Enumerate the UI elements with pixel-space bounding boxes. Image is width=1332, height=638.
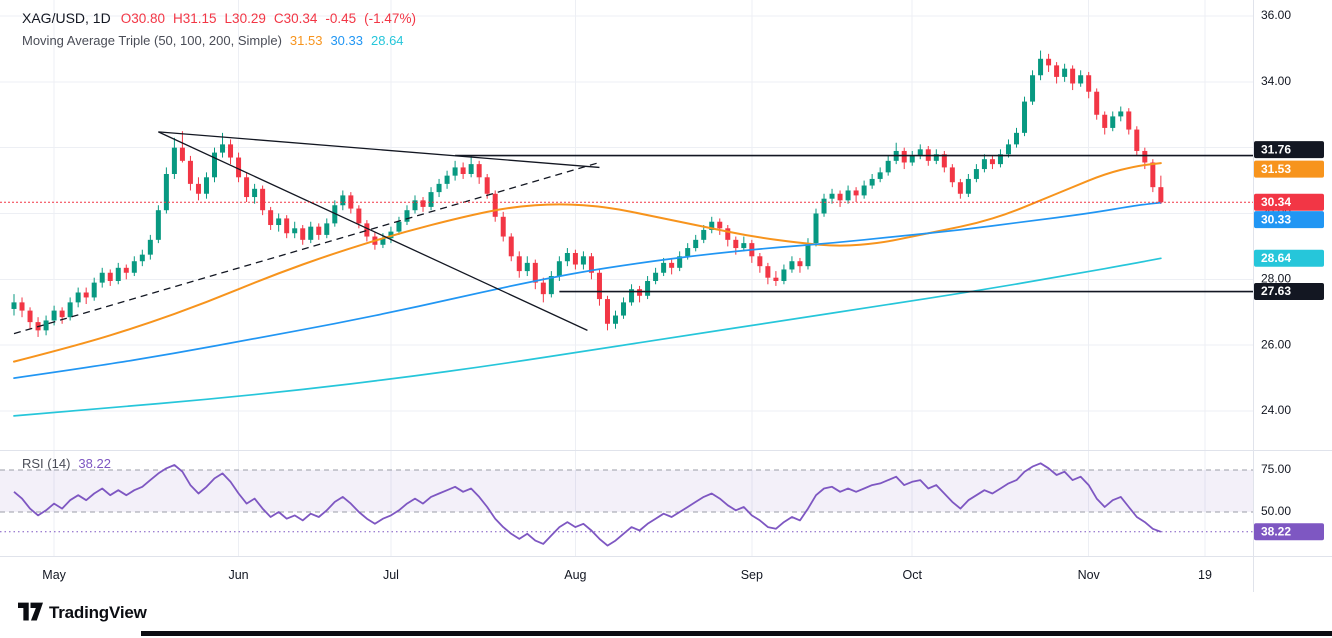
indicator-legend-ma[interactable]: Moving Average Triple (50, 100, 200, Sim… — [22, 33, 404, 48]
ohlc-close: C30.34 — [273, 11, 318, 26]
price-label-30.34: 30.34 — [1254, 193, 1324, 211]
svg-text:30.33: 30.33 — [1261, 212, 1291, 226]
svg-text:31.76: 31.76 — [1261, 142, 1291, 156]
ma100-value: 30.33 — [330, 33, 363, 48]
ohlc-low: L30.29 — [224, 11, 266, 26]
pane-borders — [0, 0, 1332, 592]
price-label-31.53: 31.53 — [1254, 160, 1324, 178]
svg-text:28.64: 28.64 — [1261, 251, 1291, 265]
ma-indicator-name: Moving Average Triple (50, 100, 200, Sim… — [22, 33, 282, 48]
svg-text:27.63: 27.63 — [1261, 284, 1291, 298]
chart-canvas[interactable]: 36.0034.0032.0030.0028.0026.0024.0075.00… — [0, 0, 1332, 592]
time-axis-labels[interactable]: May Jun Jul Aug Sep Oct Nov 19 — [42, 568, 1212, 582]
price-change-percent: (-1.47%) — [364, 11, 416, 26]
svg-text:Nov: Nov — [1078, 568, 1101, 582]
ohlc-high: H31.15 — [173, 11, 217, 26]
svg-text:31.53: 31.53 — [1261, 162, 1291, 176]
page-divider — [141, 631, 1332, 636]
indicator-legend-rsi[interactable]: RSI (14) 38.22 — [22, 456, 111, 471]
price-label-30.33: 30.33 — [1254, 211, 1324, 229]
trendline[interactable] — [158, 131, 600, 169]
ma-line-sma-100 — [13, 201, 1162, 379]
price-label-31.76: 31.76 — [1254, 141, 1324, 159]
ma-line-sma-50 — [13, 162, 1162, 363]
svg-text:26.00: 26.00 — [1261, 337, 1291, 351]
ma200-value: 28.64 — [371, 33, 404, 48]
ma50-value: 31.53 — [289, 33, 323, 48]
svg-text:Oct: Oct — [903, 568, 923, 582]
tradingview-logo-icon — [18, 602, 43, 621]
trendline[interactable] — [158, 131, 588, 331]
ohlc-open: O30.80 — [120, 11, 165, 26]
trendline-dashed[interactable] — [13, 161, 600, 335]
rsi-indicator-name: RSI (14) — [22, 456, 71, 471]
symbol-legend[interactable]: XAG/USD, 1D O30.80 H31.15 L30.29 C30.34 … — [22, 10, 416, 26]
symbol-title[interactable]: XAG/USD, 1D — [22, 10, 111, 26]
svg-text:Jul: Jul — [383, 568, 399, 582]
tradingview-wordmark: TradingView — [49, 602, 147, 622]
price-label-28.64: 28.64 — [1254, 249, 1324, 267]
ma-line-sma-200 — [13, 257, 1162, 417]
svg-text:May: May — [42, 568, 66, 582]
svg-text:Jun: Jun — [228, 568, 248, 582]
price-change: -0.45 — [325, 11, 357, 26]
tradingview-attribution[interactable]: TradingView — [18, 602, 147, 623]
svg-text:19: 19 — [1198, 568, 1212, 582]
rsi-line — [13, 462, 1162, 547]
svg-text:30.34: 30.34 — [1261, 195, 1291, 209]
price-label-27.63: 27.63 — [1254, 283, 1324, 300]
rsi-value: 38.22 — [78, 456, 111, 471]
svg-text:34.00: 34.00 — [1261, 74, 1291, 88]
svg-text:38.22: 38.22 — [1261, 524, 1291, 538]
candlestick-series — [11, 50, 1164, 337]
svg-text:Aug: Aug — [564, 568, 586, 582]
svg-text:75.00: 75.00 — [1261, 462, 1291, 476]
svg-text:Sep: Sep — [741, 568, 763, 582]
svg-text:28.00: 28.00 — [1261, 272, 1291, 286]
svg-text:36.00: 36.00 — [1261, 8, 1291, 22]
rsi-band — [0, 470, 1253, 512]
svg-text:50.00: 50.00 — [1261, 504, 1291, 518]
chart-svg[interactable]: 36.0034.0032.0030.0028.0026.0024.0075.00… — [0, 0, 1332, 592]
rsi-value-label: 38.22 — [1254, 523, 1324, 541]
svg-text:24.00: 24.00 — [1261, 403, 1291, 417]
